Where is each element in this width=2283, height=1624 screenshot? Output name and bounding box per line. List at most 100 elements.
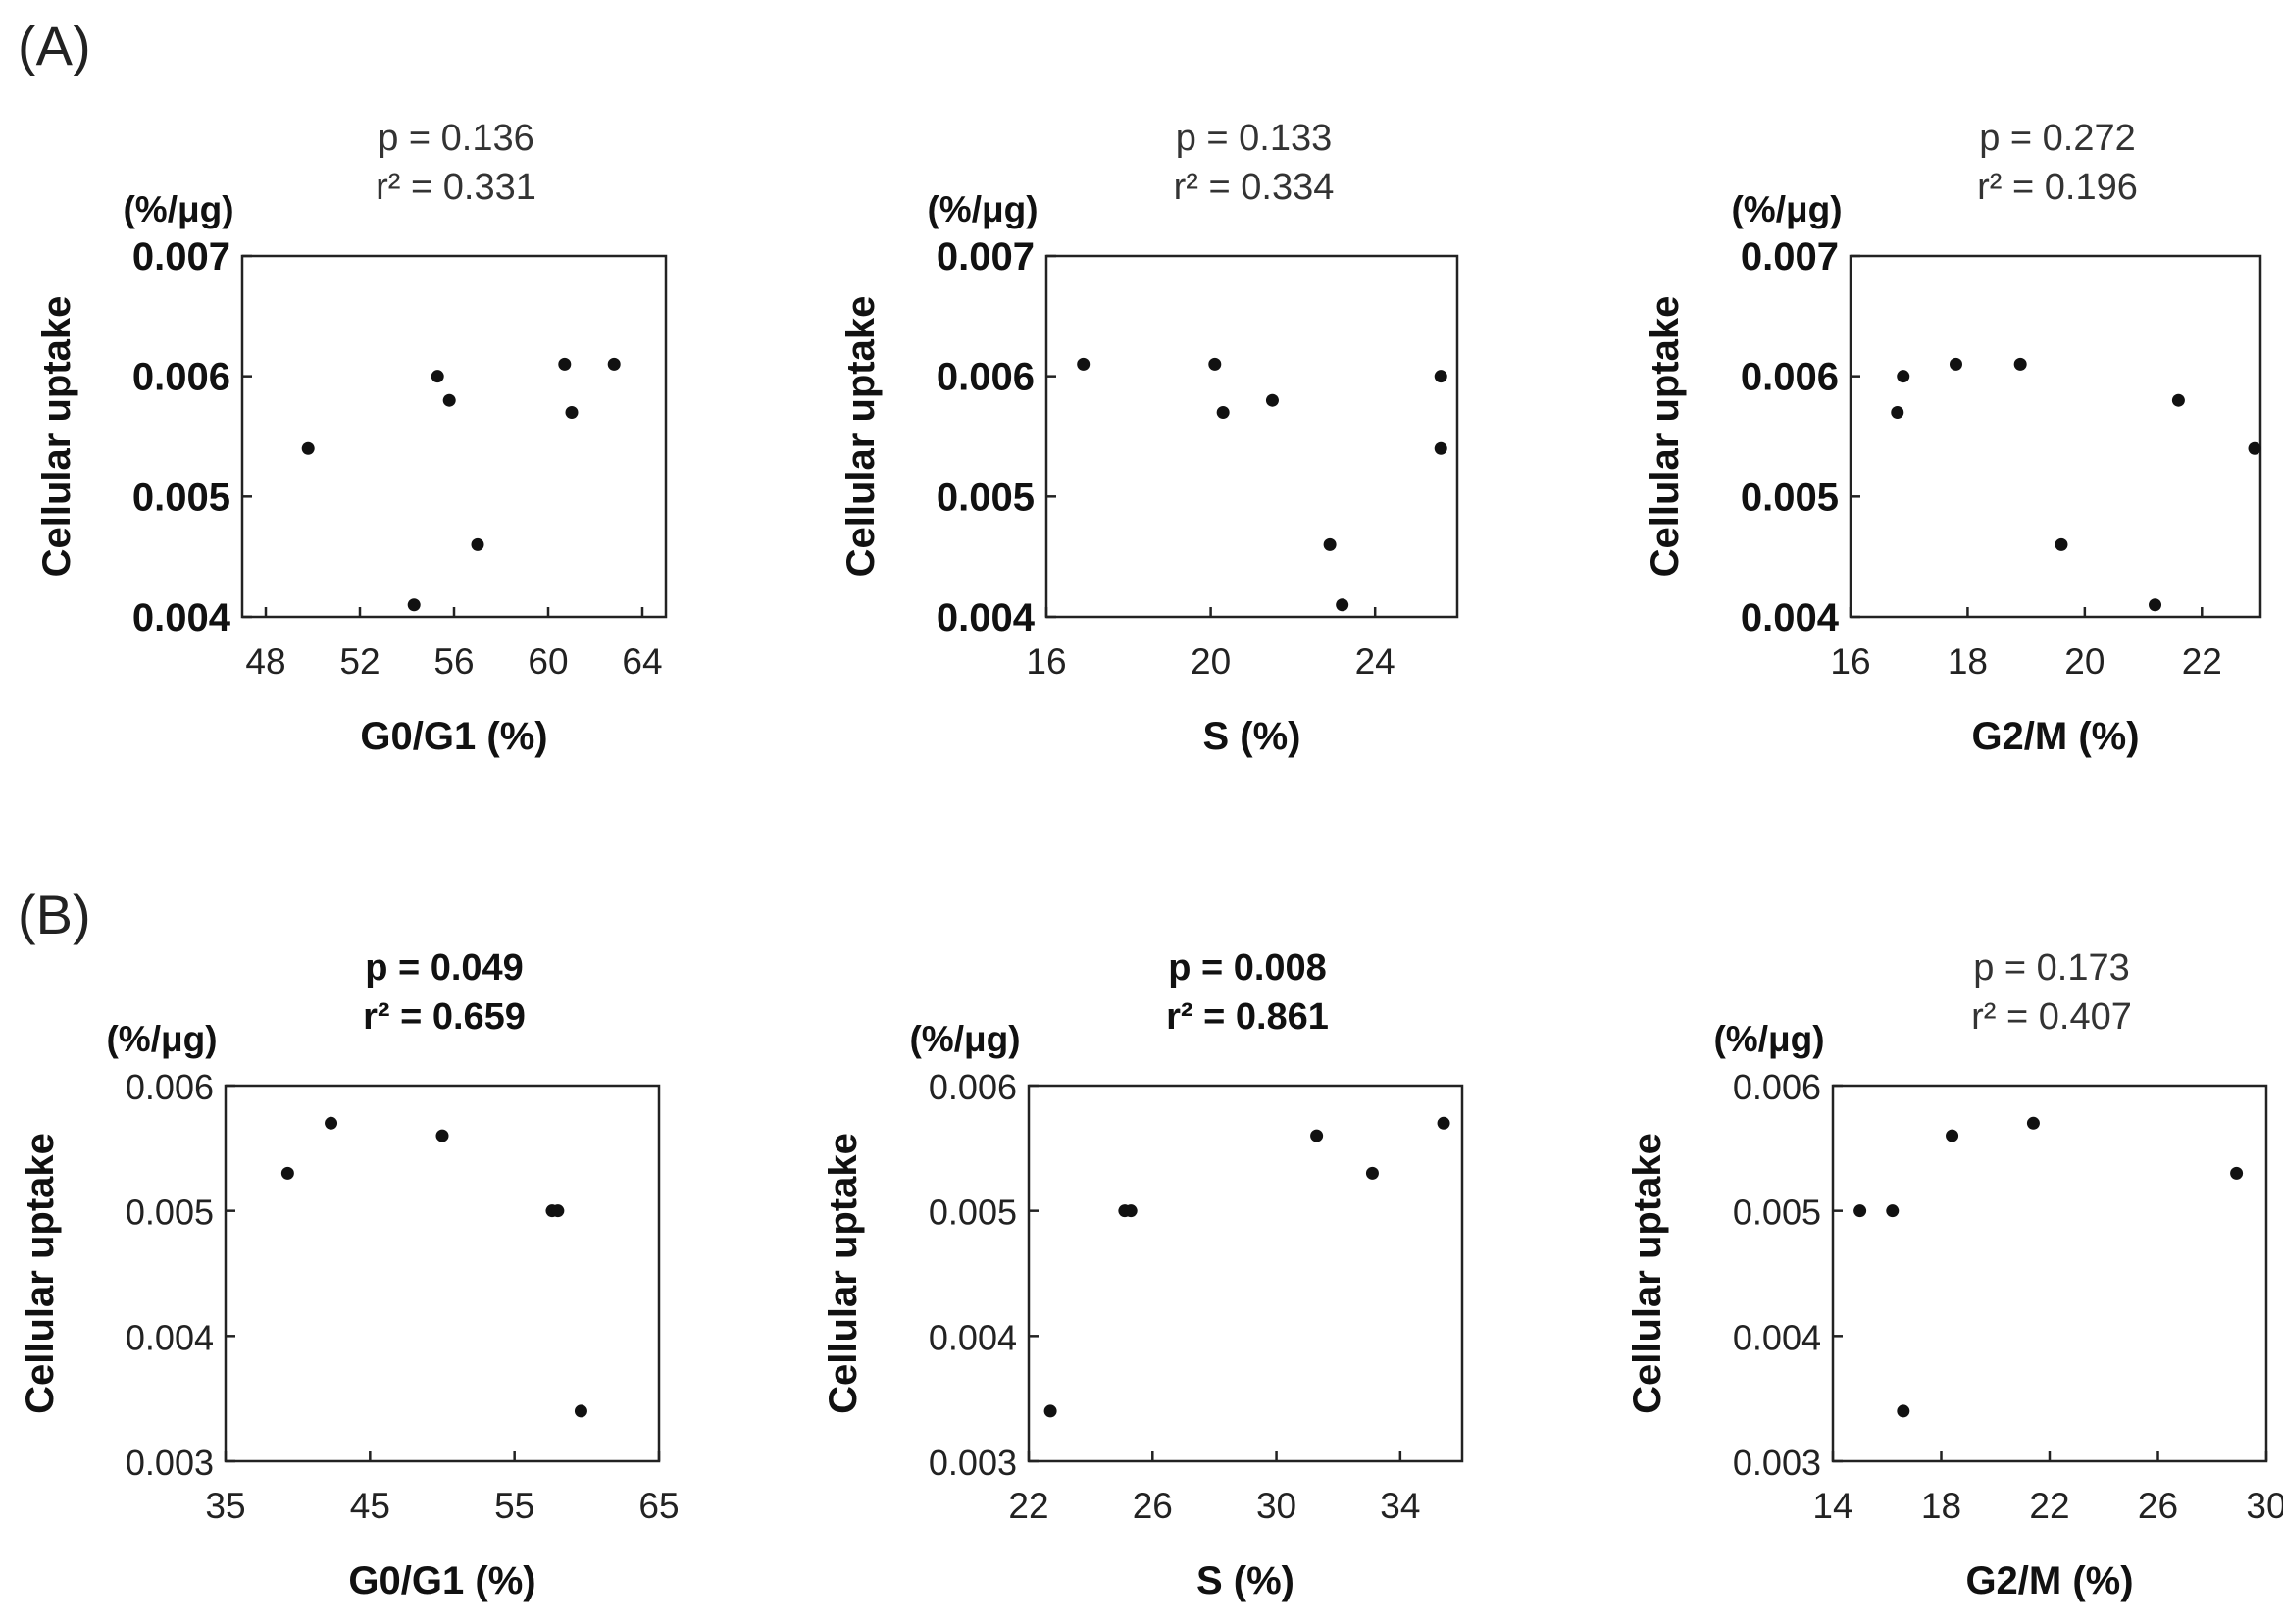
chart-3-x-tick-label: 20 — [2064, 641, 2105, 682]
chart-1-data-point — [471, 537, 484, 551]
chart-3-y-axis-title: Cellular uptake — [1644, 296, 1687, 578]
chart-2-data-point — [1208, 357, 1222, 371]
chart-4-data-point — [280, 1166, 294, 1180]
chart-1-y-tick-label: 0.007 — [132, 235, 230, 279]
chart-2: p = 0.133 r² = 0.334 (%/μg) 0.004 0.005 0.006… — [839, 118, 1459, 758]
chart-5-x-tick-label: 30 — [1256, 1486, 1296, 1526]
chart-4-x-tick-label: 35 — [205, 1486, 245, 1526]
chart-1-data-point — [565, 405, 579, 419]
chart-6-x-tick-label: 14 — [1812, 1486, 1852, 1526]
chart-5-data-point — [1437, 1116, 1450, 1130]
chart-6-r-squared: r² = 0.407 — [1971, 996, 2132, 1038]
chart-1-data-point — [607, 357, 621, 371]
chart-6-y-tick-label: 0.003 — [1733, 1443, 1821, 1483]
panel-label-a: (A) — [18, 15, 91, 76]
chart-3-x-tick-label: 18 — [1948, 641, 1988, 682]
chart-4: p = 0.049 r² = 0.659 (%/μg) 0.003 0.004 0.005… — [19, 947, 680, 1602]
chart-6-y-tick-label: 0.005 — [1733, 1193, 1821, 1233]
chart-1-data-point — [407, 598, 421, 612]
chart-3-r-squared: r² = 0.196 — [1977, 167, 2138, 208]
chart-1-y-tick-label: 0.005 — [132, 476, 230, 519]
chart-1-x-tick-label: 48 — [245, 641, 285, 682]
chart-3-data-point — [1949, 357, 1962, 371]
chart-2-r-squared: r² = 0.334 — [1174, 167, 1335, 208]
chart-5-p-value: p = 0.008 — [1168, 947, 1327, 989]
chart-5-data-point — [1310, 1129, 1324, 1142]
chart-6-data-point — [2230, 1166, 2244, 1180]
chart-4-unit-label: (%/μg) — [106, 1019, 217, 1059]
chart-5-x-tick-label: 26 — [1133, 1486, 1173, 1526]
chart-3-y-tick-label: 0.006 — [1741, 356, 1839, 399]
chart-6: p = 0.173 r² = 0.407 (%/μg) 0.003 0.004 0.005… — [1626, 947, 2283, 1602]
chart-3: p = 0.272 r² = 0.196 (%/μg) 0.004 0.005 0.006… — [1644, 118, 2262, 758]
chart-1-x-tick-label: 60 — [528, 641, 568, 682]
chart-3-y-tick-label: 0.005 — [1741, 476, 1839, 519]
chart-2-x-tick-label: 20 — [1191, 641, 1231, 682]
chart-1-x-tick-label: 64 — [622, 641, 662, 682]
chart-5-y-tick-label: 0.003 — [929, 1443, 1017, 1483]
charts: p = 0.136 r² = 0.331 (%/μg) 0.004 0.005 0.006… — [19, 118, 2283, 1602]
chart-1: p = 0.136 r² = 0.331 (%/μg) 0.004 0.005 0.006… — [35, 118, 668, 758]
chart-2-x-tick-label: 24 — [1355, 641, 1395, 682]
chart-1-y-tick-label: 0.006 — [132, 356, 230, 399]
chart-6-y-tick-label: 0.004 — [1733, 1317, 1821, 1357]
chart-2-data-point — [1434, 441, 1447, 455]
chart-4-p-value: p = 0.049 — [365, 947, 524, 989]
chart-3-x-tick-label: 16 — [1830, 641, 1870, 682]
chart-6-unit-label: (%/μg) — [1713, 1019, 1824, 1059]
chart-6-x-tick-label: 26 — [2138, 1486, 2178, 1526]
chart-6-p-value: p = 0.173 — [1973, 947, 2130, 989]
chart-4-x-axis-title: G0/G1 (%) — [348, 1559, 535, 1602]
chart-4-x-tick-label: 45 — [350, 1486, 390, 1526]
chart-5-y-tick-label: 0.006 — [929, 1067, 1017, 1107]
chart-2-data-point — [1216, 405, 1230, 419]
chart-1-data-point — [558, 357, 572, 371]
chart-6-data-point — [2026, 1116, 2040, 1130]
chart-4-r-squared: r² = 0.659 — [363, 996, 526, 1038]
chart-3-data-point — [2248, 441, 2261, 455]
chart-5-data-point — [1043, 1404, 1057, 1418]
chart-5-x-axis-title: S (%) — [1196, 1559, 1294, 1602]
chart-2-y-tick-label: 0.005 — [937, 476, 1035, 519]
chart-5-plot-frame — [1027, 1084, 1464, 1463]
chart-1-data-point — [442, 393, 456, 407]
chart-3-x-tick-label: 22 — [2182, 641, 2222, 682]
chart-1-x-axis-title: G0/G1 (%) — [360, 715, 547, 758]
chart-1-r-squared: r² = 0.331 — [376, 167, 536, 208]
chart-6-y-axis-title: Cellular uptake — [1626, 1133, 1669, 1414]
chart-6-x-tick-label: 30 — [2246, 1486, 2283, 1526]
chart-3-plot-frame — [1849, 254, 2262, 619]
chart-2-y-tick-label: 0.004 — [937, 596, 1036, 639]
chart-3-y-tick-label: 0.004 — [1741, 596, 1840, 639]
chart-1-plot-frame — [240, 254, 668, 619]
chart-2-x-axis-title: S (%) — [1203, 715, 1301, 758]
chart-6-data-point — [1853, 1204, 1867, 1218]
chart-4-x-tick-label: 65 — [638, 1486, 679, 1526]
chart-3-data-point — [1897, 370, 1910, 383]
chart-3-x-axis-title: G2/M (%) — [1971, 715, 2139, 758]
chart-2-y-axis-title: Cellular uptake — [839, 296, 883, 578]
chart-2-data-point — [1323, 537, 1337, 551]
chart-4-y-tick-label: 0.003 — [126, 1443, 214, 1483]
chart-1-data-point — [301, 441, 315, 455]
chart-5: p = 0.008 r² = 0.861 (%/μg) 0.003 0.004 0.005… — [822, 947, 1464, 1602]
chart-6-x-tick-label: 18 — [1921, 1486, 1961, 1526]
chart-5-data-point — [1124, 1204, 1138, 1218]
chart-2-y-tick-label: 0.007 — [937, 235, 1035, 279]
chart-2-data-point — [1265, 393, 1279, 407]
chart-4-y-tick-label: 0.005 — [126, 1193, 214, 1233]
chart-3-data-point — [2149, 598, 2162, 612]
chart-6-plot-frame — [1831, 1084, 2268, 1463]
chart-1-data-point — [431, 370, 444, 383]
chart-6-data-point — [1946, 1129, 1959, 1142]
chart-4-data-point — [325, 1116, 338, 1130]
chart-3-p-value: p = 0.272 — [1979, 118, 2136, 159]
chart-2-y-tick-label: 0.006 — [937, 356, 1035, 399]
chart-1-p-value: p = 0.136 — [378, 118, 534, 159]
chart-4-y-tick-label: 0.004 — [126, 1317, 214, 1357]
chart-4-data-point — [551, 1204, 565, 1218]
chart-5-r-squared: r² = 0.861 — [1166, 996, 1329, 1038]
chart-5-data-point — [1365, 1166, 1379, 1180]
chart-2-p-value: p = 0.133 — [1176, 118, 1333, 159]
